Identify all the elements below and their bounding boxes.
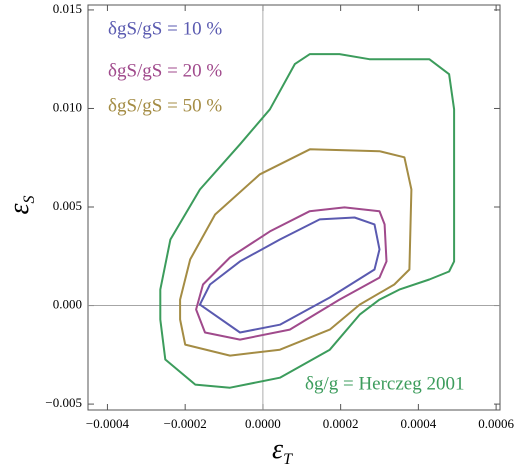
y-axis-label: εS [4,195,37,214]
legend-label: δgS/gS = 10 % [108,18,222,39]
contour [195,206,388,341]
contour [179,148,413,357]
legend-label: δgS/gS = 50 % [108,95,222,116]
x-tick-label: 0.0006 [478,416,514,431]
x-tick-label: −0.0002 [164,416,207,431]
x-tick-label: 0.0000 [245,416,281,431]
contour [159,53,456,389]
x-tick-label: 0.0002 [323,416,359,431]
y-axis-label-main: ε [4,203,35,214]
y-tick-label: 0.005 [53,198,82,213]
y-tick-label: 0.015 [53,1,82,16]
y-axis-label-sub: S [21,195,38,203]
x-tick-label: −0.0004 [86,416,130,431]
x-axis-label: εT [272,434,293,467]
y-tick-label: 0.010 [53,99,82,114]
x-axis-label-sub: T [283,451,293,468]
y-tick-label: −0.005 [45,395,82,410]
contour [198,216,381,334]
x-axis-label-main: ε [272,434,283,465]
y-tick-label: 0.000 [53,297,82,312]
legend-label: δgS/gS = 20 % [108,60,222,81]
x-tick-label: 0.0004 [401,416,437,431]
legend-label: δg/g = Herczeg 2001 [305,373,464,394]
